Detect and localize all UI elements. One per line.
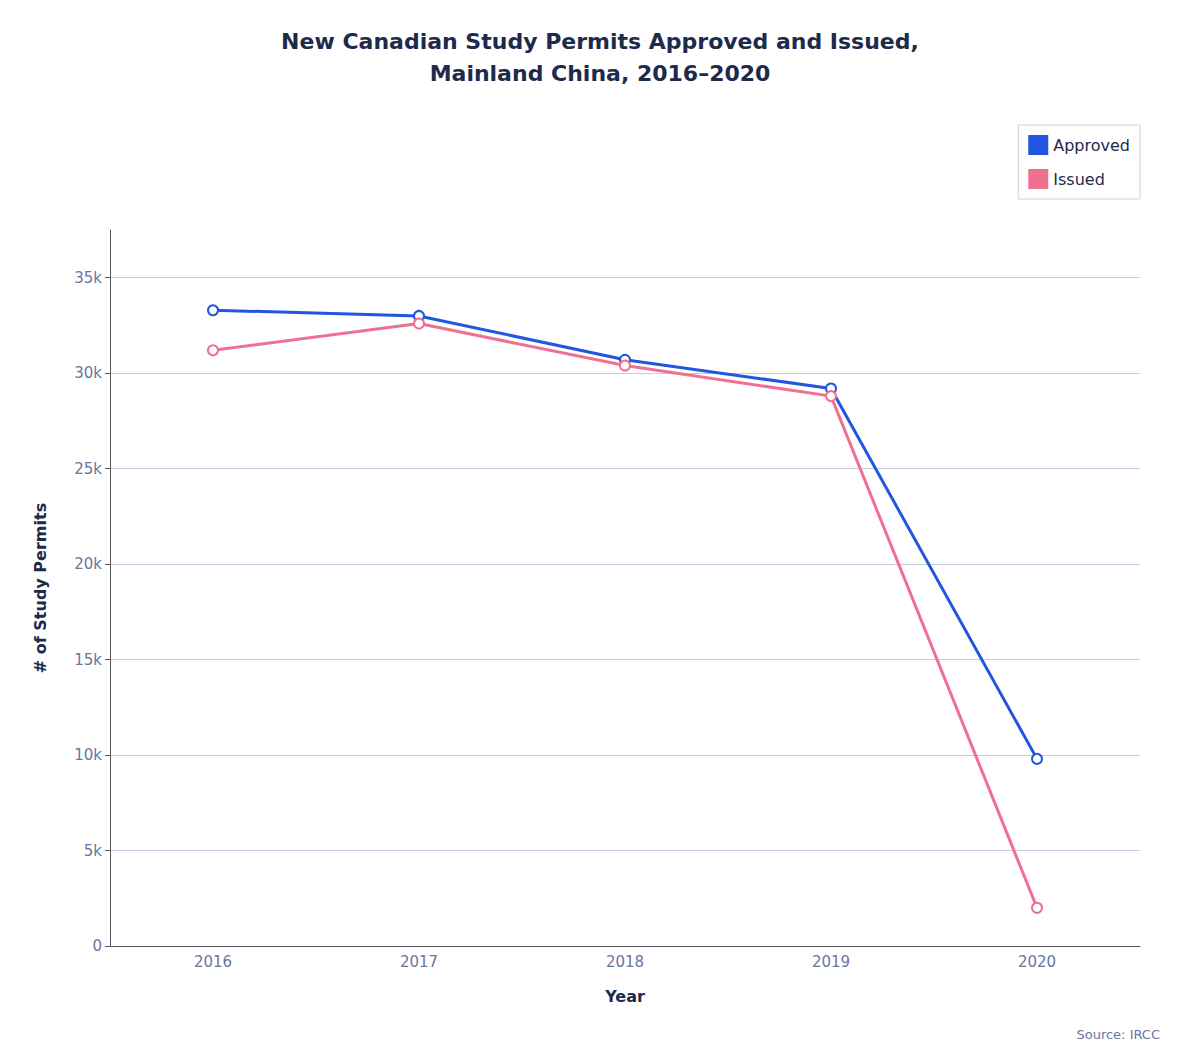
svg-text:25k: 25k	[74, 460, 102, 478]
svg-text:2019: 2019	[812, 953, 850, 971]
svg-text:20k: 20k	[74, 555, 102, 573]
svg-text:Mainland China, 2016–2020: Mainland China, 2016–2020	[430, 61, 771, 86]
svg-text:2017: 2017	[400, 953, 438, 971]
svg-text:5k: 5k	[84, 842, 103, 860]
svg-text:35k: 35k	[74, 269, 102, 287]
svg-text:Issued: Issued	[1053, 170, 1105, 189]
svg-text:10k: 10k	[74, 746, 102, 764]
svg-text:2016: 2016	[194, 953, 232, 971]
svg-text:Source: IRCC: Source: IRCC	[1076, 1027, 1160, 1042]
svg-text:New Canadian Study Permits App: New Canadian Study Permits Approved and …	[281, 29, 919, 54]
svg-text:2018: 2018	[606, 953, 644, 971]
svg-text:30k: 30k	[74, 364, 102, 382]
svg-text:# of Study Permits: # of Study Permits	[31, 503, 50, 673]
svg-text:2020: 2020	[1018, 953, 1056, 971]
svg-text:15k: 15k	[74, 651, 102, 669]
svg-text:Year: Year	[604, 987, 645, 1006]
svg-text:0: 0	[92, 937, 102, 955]
svg-text:Approved: Approved	[1053, 136, 1130, 155]
